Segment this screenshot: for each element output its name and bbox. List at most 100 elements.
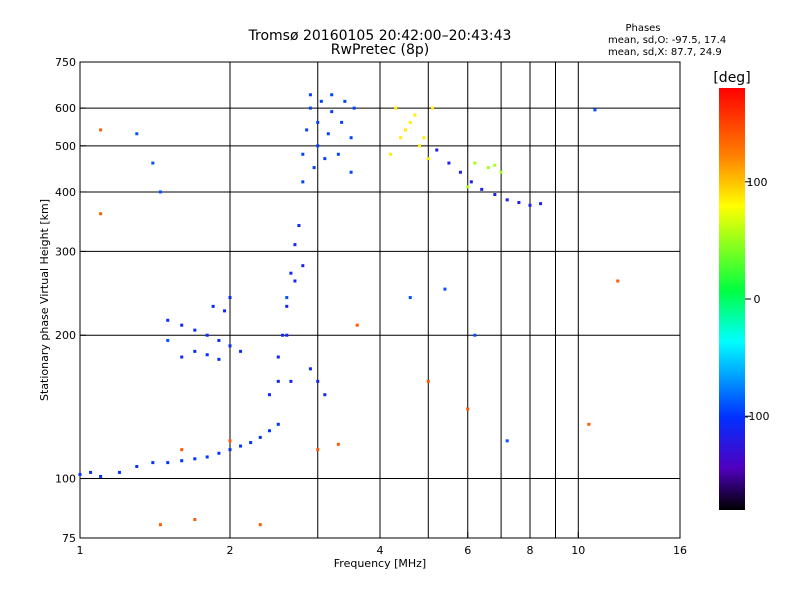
data-point — [330, 110, 334, 114]
data-point — [305, 128, 309, 132]
data-point — [293, 279, 297, 283]
data-point — [316, 379, 320, 383]
data-point — [443, 287, 447, 291]
data-point — [316, 448, 320, 452]
data-point — [166, 318, 170, 322]
data-point — [316, 120, 320, 124]
data-point — [330, 93, 334, 97]
data-point — [435, 148, 439, 152]
data-point — [616, 279, 620, 283]
data-point — [301, 264, 305, 268]
data-point — [99, 128, 103, 132]
x-tick-label: 1 — [77, 544, 84, 557]
data-point — [158, 523, 162, 527]
y-tick-label: 200 — [55, 329, 76, 342]
data-point — [276, 355, 280, 359]
data-point — [301, 152, 305, 156]
data-point — [249, 441, 253, 445]
data-point — [355, 323, 359, 327]
data-point — [528, 203, 532, 207]
data-point — [587, 422, 591, 426]
data-point — [228, 448, 232, 452]
data-point — [151, 461, 155, 465]
data-point — [517, 201, 521, 205]
data-point — [323, 393, 327, 397]
data-point — [308, 367, 312, 371]
data-point — [422, 136, 426, 140]
x-tick-label: 8 — [527, 544, 534, 557]
data-point — [135, 464, 139, 468]
data-points — [78, 93, 620, 527]
data-point — [193, 328, 197, 332]
data-point — [211, 304, 215, 308]
data-point — [135, 132, 139, 136]
colorbar-label: [deg] — [713, 70, 750, 86]
data-point — [289, 379, 293, 383]
data-point — [343, 99, 347, 103]
x-tick-label: 4 — [377, 544, 384, 557]
data-point — [289, 271, 293, 275]
data-point — [297, 224, 301, 228]
data-point — [89, 470, 93, 474]
data-point — [228, 344, 232, 348]
data-point — [285, 296, 289, 300]
data-point — [180, 459, 184, 463]
data-point — [205, 455, 209, 459]
grid-lines — [80, 62, 680, 538]
chart-subtitle: RwPretec (8p) — [331, 42, 429, 58]
data-point — [319, 99, 323, 103]
y-axis-label: Stationary phase Virtual Height [km] — [38, 199, 51, 401]
data-point — [228, 439, 232, 443]
data-point — [99, 474, 103, 478]
data-point — [239, 349, 243, 353]
data-point — [312, 166, 316, 170]
data-point — [158, 190, 162, 194]
data-point — [151, 161, 155, 165]
y-tick-label: 75 — [62, 532, 76, 545]
data-point — [193, 457, 197, 461]
data-point — [308, 106, 312, 110]
phase-info-o: mean, sd,O: -97.5, 17.4 — [608, 35, 726, 46]
y-tick-label: 750 — [55, 56, 76, 69]
data-point — [285, 333, 289, 337]
data-point — [466, 407, 470, 411]
data-point — [276, 379, 280, 383]
colorbar-tick-label: 100 — [747, 176, 768, 189]
colorbar-ticks: 100 0 -100 — [745, 176, 770, 423]
data-point — [217, 451, 221, 455]
data-point — [408, 120, 412, 124]
data-point — [99, 212, 103, 216]
data-point — [258, 523, 262, 527]
data-point — [205, 333, 209, 337]
data-point — [117, 470, 121, 474]
data-point — [217, 338, 221, 342]
data-point — [336, 152, 340, 156]
data-point — [223, 309, 227, 313]
data-point — [276, 422, 280, 426]
data-point — [285, 304, 289, 308]
data-point — [399, 136, 403, 140]
y-tick-label: 300 — [55, 245, 76, 258]
colorbar-tick-label: -100 — [745, 410, 770, 423]
data-point — [447, 161, 451, 165]
data-point — [340, 120, 344, 124]
x-axis-label: Frequency [MHz] — [334, 557, 426, 570]
data-point — [403, 128, 407, 132]
y-tick-label: 600 — [55, 102, 76, 115]
data-point — [458, 170, 462, 174]
data-point — [228, 296, 232, 300]
data-point — [394, 106, 398, 110]
x-tick-label: 2 — [227, 544, 234, 557]
data-point — [293, 243, 297, 247]
data-point — [308, 93, 312, 97]
data-point — [480, 187, 484, 191]
data-point — [78, 472, 82, 476]
data-point — [217, 357, 221, 361]
data-point — [426, 379, 430, 383]
phase-info-heading: Phases — [625, 23, 660, 34]
data-point — [493, 163, 497, 167]
data-point — [349, 136, 353, 140]
data-point — [539, 202, 543, 206]
colorbar-tick-label: 0 — [754, 293, 761, 306]
data-point — [486, 166, 490, 170]
